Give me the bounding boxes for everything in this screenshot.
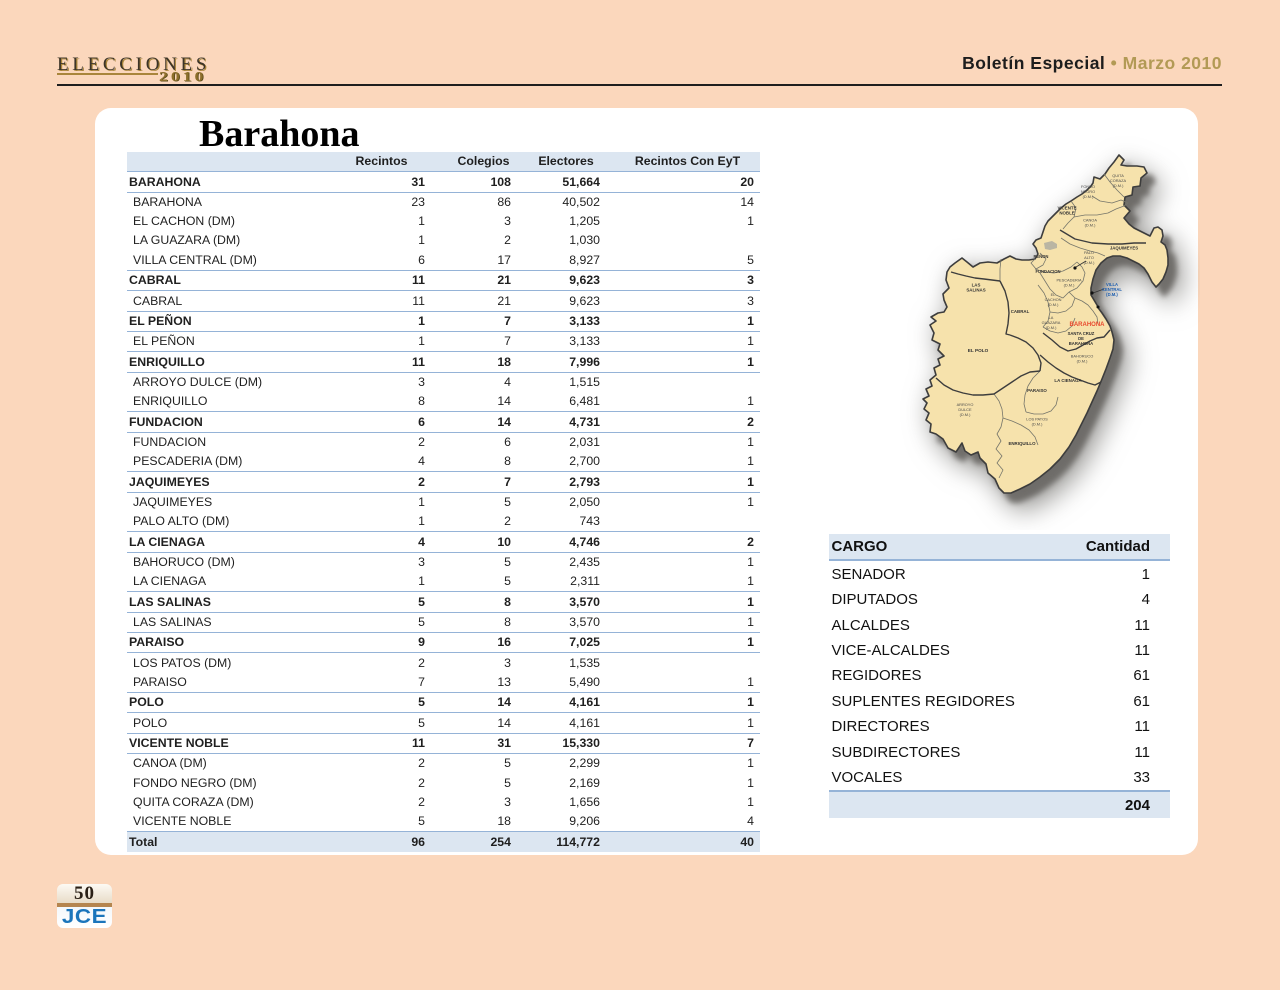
svg-text:(D.M.): (D.M.): [1106, 292, 1118, 297]
svg-text:(D.M.): (D.M.): [1032, 421, 1044, 426]
svg-text:CACHON: CACHON: [1045, 297, 1062, 302]
svg-text:DULCE: DULCE: [958, 407, 972, 412]
svg-text:(D.M.): (D.M.): [1085, 222, 1097, 227]
svg-text:(D.M.): (D.M.): [1077, 358, 1089, 363]
svg-text:(D.M.): (D.M.): [960, 412, 972, 417]
svg-text:NOBLE: NOBLE: [1059, 211, 1074, 216]
svg-text:VICENTE: VICENTE: [1057, 205, 1076, 210]
svg-text:JAQUIMEYES: JAQUIMEYES: [1110, 246, 1138, 251]
svg-text:LA CIENAGA: LA CIENAGA: [1054, 378, 1082, 383]
svg-text:SALINAS: SALINAS: [966, 288, 985, 293]
svg-text:(D.M.): (D.M.): [1083, 194, 1095, 199]
svg-text:EL POLO: EL POLO: [968, 348, 989, 353]
svg-text:FUNDACION: FUNDACION: [1035, 269, 1060, 274]
svg-text:(D.M.): (D.M.): [1113, 183, 1125, 188]
svg-text:ENRIQUILLO: ENRIQUILLO: [1008, 441, 1036, 446]
svg-text:LAS: LAS: [972, 282, 981, 287]
svg-text:LA: LA: [1049, 315, 1054, 320]
svg-text:NEGRO: NEGRO: [1081, 189, 1095, 194]
svg-text:(D.M.): (D.M.): [1048, 302, 1060, 307]
svg-text:FONDO: FONDO: [1081, 184, 1095, 189]
svg-text:PEÑON: PEÑON: [1034, 254, 1049, 259]
svg-text:CORAZA: CORAZA: [1110, 178, 1127, 183]
svg-text:LOS PATOS: LOS PATOS: [1026, 417, 1048, 422]
svg-text:(D.M.): (D.M.): [1064, 282, 1076, 287]
svg-text:BAHORUCO: BAHORUCO: [1071, 354, 1093, 359]
svg-text:CENTRAL: CENTRAL: [1102, 287, 1122, 292]
svg-text:VILLA: VILLA: [1106, 282, 1118, 287]
svg-text:BARAHONA: BARAHONA: [1069, 341, 1093, 346]
svg-text:ALTO: ALTO: [1084, 255, 1094, 260]
svg-text:DE: DE: [1078, 336, 1084, 341]
svg-text:SANTA CRUZ: SANTA CRUZ: [1068, 331, 1095, 336]
svg-text:BARAHONA: BARAHONA: [1070, 322, 1106, 328]
svg-text:(D.M.): (D.M.): [1046, 325, 1058, 330]
svg-text:PALO: PALO: [1084, 250, 1094, 255]
svg-text:PARAISO: PARAISO: [1027, 388, 1047, 393]
svg-text:EL: EL: [1051, 292, 1057, 297]
svg-text:GUAZARA: GUAZARA: [1042, 320, 1061, 325]
svg-text:PESCADERIA: PESCADERIA: [1056, 278, 1081, 283]
svg-text:ARROYO: ARROYO: [957, 402, 974, 407]
svg-text:QUITA: QUITA: [1112, 173, 1124, 178]
svg-text:CANOA: CANOA: [1083, 218, 1097, 223]
svg-text:(D.M.): (D.M.): [1084, 260, 1096, 265]
svg-text:CABRAL: CABRAL: [1011, 309, 1030, 314]
